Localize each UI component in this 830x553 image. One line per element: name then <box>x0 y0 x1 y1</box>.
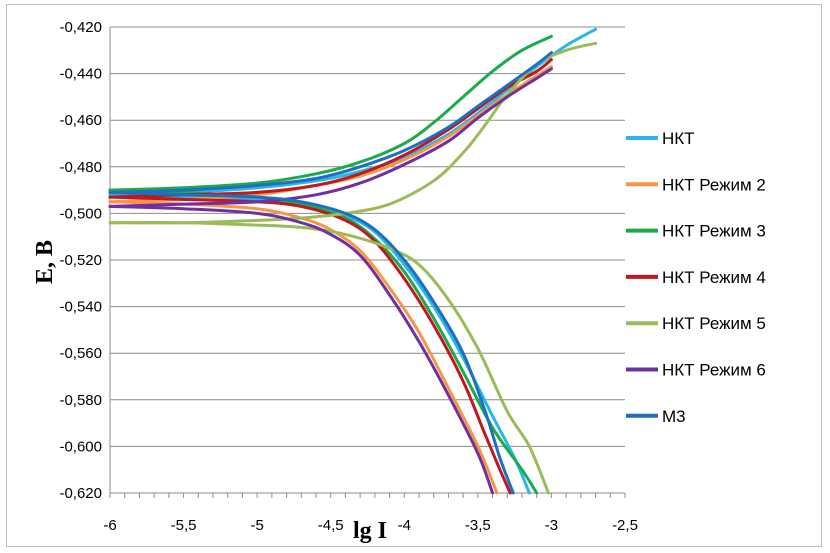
y-tick-label: -0,480 <box>59 159 102 176</box>
series-line-anodic <box>108 58 553 199</box>
y-tick-label: -0,600 <box>59 438 102 455</box>
x-tick-label: -4 <box>398 517 411 534</box>
legend-label: НКТ Режим 5 <box>662 314 766 333</box>
legend-label: НКТ <box>662 129 695 148</box>
series-line-anodic <box>108 67 553 208</box>
x-axis-label: lg I <box>353 518 387 544</box>
x-tick-label: -2,5 <box>612 517 638 534</box>
series-line-anodic <box>108 51 553 194</box>
x-tick-label: -4,5 <box>318 517 344 534</box>
x-tick-label: -6 <box>103 517 116 534</box>
series-line-cathodic <box>108 193 531 495</box>
legend-label: М3 <box>662 407 686 426</box>
x-tick-label: -3 <box>545 517 558 534</box>
x-axis-minor-ticks <box>109 493 626 498</box>
y-tick-label: -0,620 <box>59 485 102 502</box>
y-axis-tick-labels: -0,420 -0,440 -0,460 -0,480 -0,500 -0,520 -0,5… <box>59 19 102 502</box>
y-tick-label: -0,580 <box>59 392 102 409</box>
y-tick-label: -0,560 <box>59 345 102 362</box>
x-tick-label: -5 <box>250 517 263 534</box>
legend-label: НКТ Режим 2 <box>662 175 766 194</box>
y-axis-label: E, B <box>32 240 58 284</box>
x-axis-tick-labels: -6 -5,5 -5 -4,5 -4 -3,5 -3 -2,5 <box>103 517 638 534</box>
x-tick-label: -5,5 <box>171 517 197 534</box>
series-line-cathodic <box>108 221 550 495</box>
legend: НКТ НКТ Режим 2 НКТ Режим 3 НКТ Режим 4 НКТ … <box>626 129 766 426</box>
series-line-anodic <box>108 34 553 192</box>
legend-label: НКТ Режим 6 <box>662 361 766 380</box>
y-tick-label: -0,520 <box>59 252 102 269</box>
chart-frame <box>6 4 822 547</box>
y-tick-label: -0,420 <box>59 19 102 36</box>
legend-label: НКТ Режим 3 <box>662 222 766 241</box>
legend-label: НКТ Режим 4 <box>662 268 766 287</box>
series-line-cathodic <box>108 204 495 495</box>
series-line-cathodic <box>108 190 515 495</box>
y-tick-label: -0,460 <box>59 112 102 129</box>
y-tick-label: -0,500 <box>59 205 102 222</box>
y-tick-label: -0,540 <box>59 299 102 316</box>
x-tick-label: -3,5 <box>465 517 491 534</box>
gridlines <box>109 26 625 494</box>
series-line-cathodic <box>108 195 512 495</box>
series-curves <box>108 27 598 495</box>
series-line-anodic <box>108 27 598 197</box>
series-line-cathodic <box>108 200 499 495</box>
y-tick-label: -0,440 <box>59 66 102 83</box>
